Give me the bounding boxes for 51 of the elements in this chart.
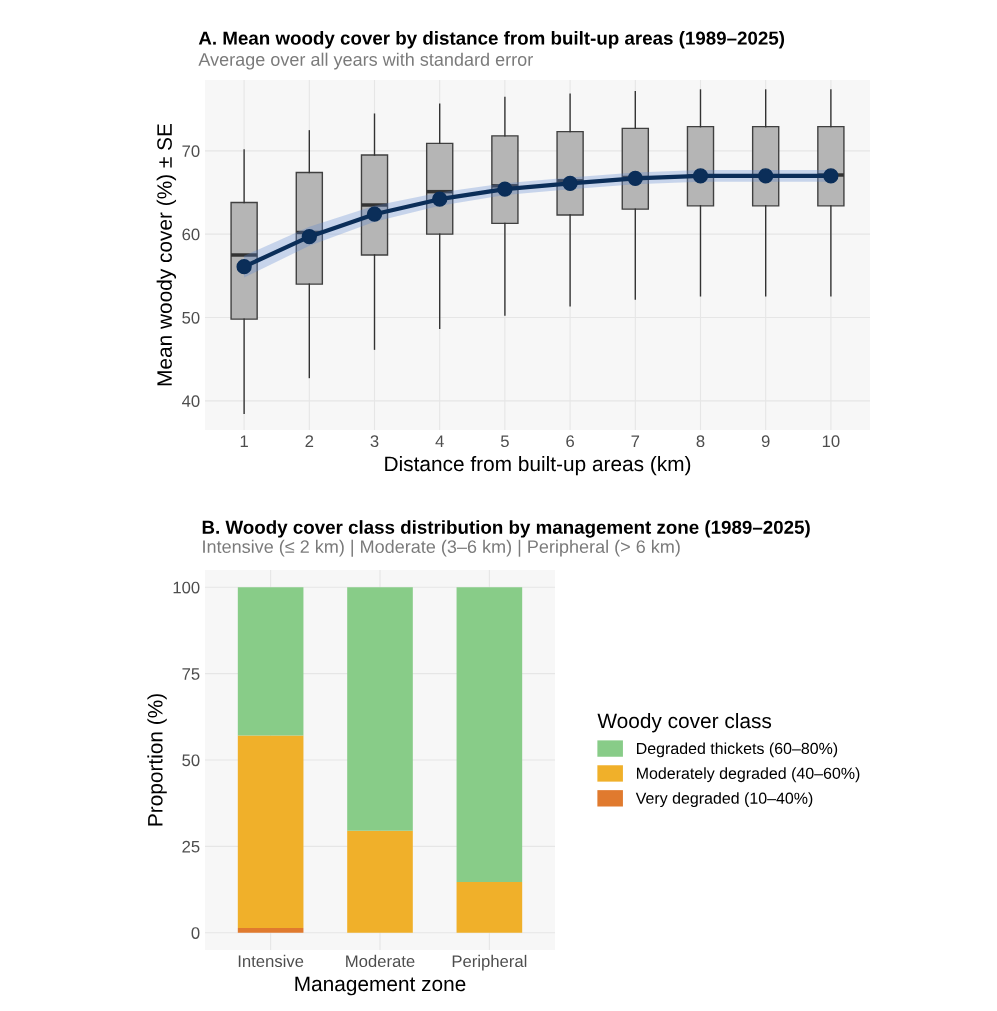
x-tick-label: 9: [761, 435, 770, 448]
x-tick-label: 7: [631, 435, 640, 447]
bar: [237, 735, 304, 928]
y-tick-label: 50: [182, 311, 200, 324]
x-tick-label: Intensive: [238, 954, 304, 968]
x-tick-label: 10: [822, 435, 840, 448]
point: [627, 170, 643, 186]
legend-label: Very degraded (10–40%): [635, 792, 813, 808]
legend-label: Degraded thickets (60–80%): [637, 742, 838, 758]
point: [366, 206, 383, 222]
x-tick-label: Peripheral: [452, 954, 527, 971]
y-tick-label: 50: [182, 754, 200, 767]
x-axis-title: Management zone: [295, 976, 466, 996]
x-axis-title: Distance from built-up areas (km): [385, 455, 691, 476]
bar: [456, 881, 523, 933]
point: [497, 181, 513, 197]
y-tick-label: 70: [182, 145, 200, 158]
x-tick-label: 4: [435, 435, 444, 447]
bar: [237, 927, 304, 933]
point: [562, 175, 578, 191]
point: [301, 229, 317, 245]
chart-subtitle: Average over all years with standard error: [198, 52, 533, 70]
chart-title: B. Woody cover class distribution by management zone (1989–2025): [202, 520, 810, 538]
y-tick-label: 100: [173, 581, 200, 594]
y-tick-label: 60: [182, 228, 200, 241]
x-tick-label: 1: [240, 435, 248, 447]
point: [692, 168, 709, 184]
legend-label: Moderately degraded (40–60%): [637, 767, 860, 783]
point: [823, 168, 839, 184]
point: [758, 168, 774, 184]
y-axis-title: Mean woody cover (%) ± SE: [156, 123, 177, 386]
point: [236, 259, 252, 275]
x-tick-label: 5: [500, 435, 509, 448]
x-tick-label: 8: [696, 435, 705, 448]
x-tick-label: 3: [370, 435, 379, 448]
y-tick-label: 40: [181, 395, 200, 408]
x-tick-label: 2: [305, 435, 314, 447]
point: [432, 191, 448, 207]
y-tick-label: 25: [182, 840, 200, 853]
bar: [237, 587, 304, 736]
x-tick-label: 6: [566, 435, 574, 448]
y-axis-title: Proportion (%): [147, 694, 167, 826]
chart-subtitle: Intensive (≤ 2 km) | Moderate (3–6 km) | Peripheral (> 6 km): [203, 539, 680, 557]
chart-title: A. Mean woody cover by distance from built-up areas (1989–2025): [198, 31, 785, 49]
y-tick-label: 0: [191, 927, 200, 939]
bar: [347, 830, 413, 933]
bar: [456, 587, 523, 882]
x-tick-label: Moderate: [346, 954, 415, 968]
legend-title: Woody cover class: [597, 712, 772, 733]
y-tick-label: 75: [182, 668, 200, 680]
bar: [347, 587, 413, 831]
